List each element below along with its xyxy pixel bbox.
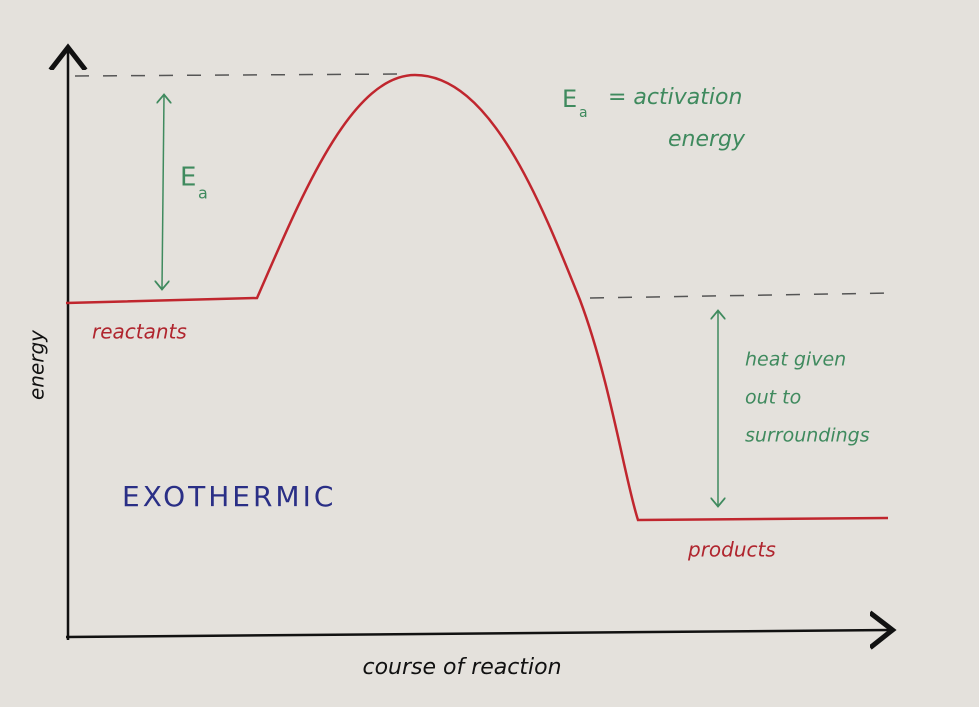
- x-axis-label: course of reaction: [362, 655, 561, 680]
- definition-line: = activation: [608, 85, 742, 110]
- reactants-label: reactants: [92, 320, 187, 344]
- definition-line: energy: [668, 127, 746, 152]
- heat-line: surroundings: [745, 425, 870, 447]
- reaction-curve: [65, 73, 889, 522]
- products-label: products: [687, 538, 776, 562]
- definition-subscript: a: [579, 105, 588, 121]
- heat-line: out to: [745, 387, 801, 409]
- definition-symbol: E: [562, 85, 577, 113]
- reactant-dashed-line: [589, 292, 893, 299]
- title: EXOTHERMIC: [122, 480, 336, 513]
- ea-symbol: E: [180, 163, 196, 193]
- y-axis-label: energy: [25, 329, 49, 400]
- ea-arrow: [162, 96, 164, 288]
- heat-line: heat given: [745, 349, 846, 371]
- ea-subscript: a: [198, 184, 208, 203]
- x-axis: [65, 630, 890, 637]
